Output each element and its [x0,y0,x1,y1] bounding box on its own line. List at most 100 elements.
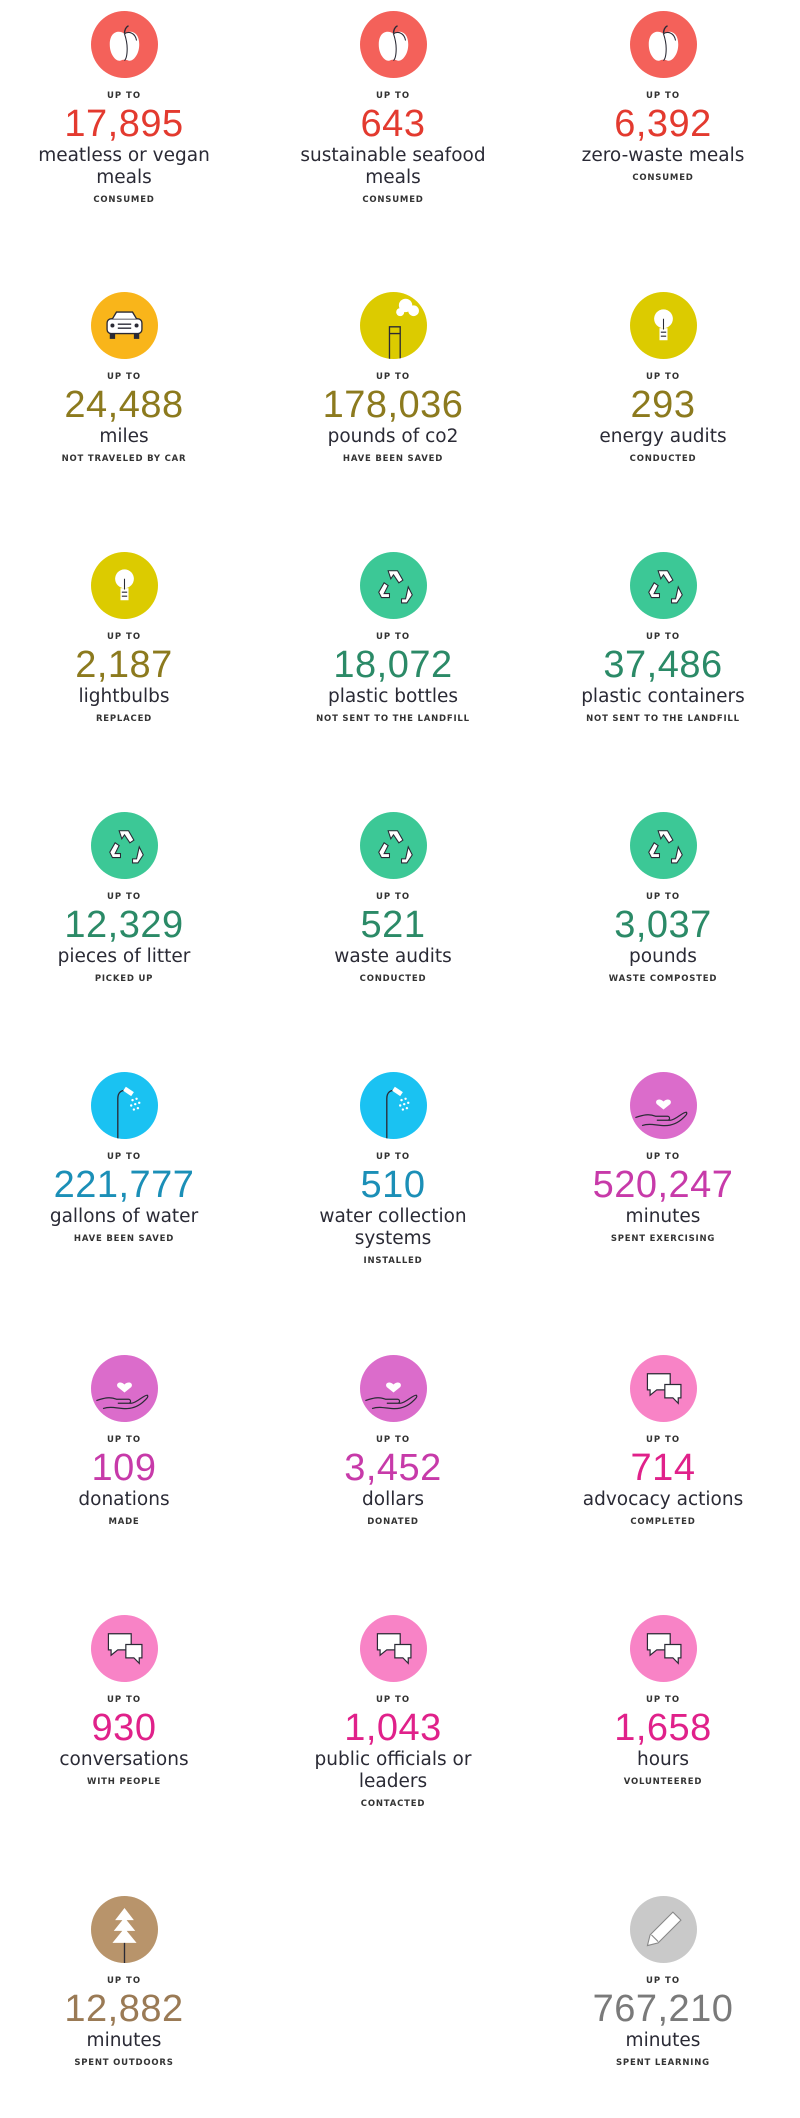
stat-label: sustainable seafood meals [300,145,486,188]
stat-item: UP TO 714 advocacy actions COMPLETED [538,1355,788,1527]
prefix: UP TO [645,91,681,101]
stat-icon [629,1355,697,1422]
prefix: UP TO [375,1152,411,1162]
stat-number: 12,882 [64,1988,184,2030]
stat-label: plastic bottles [327,686,459,707]
stat-note: INSTALLED [363,1256,423,1266]
stat-item: UP TO 178,036 pounds of co2 HAVE BEEN SAVED [268,292,518,464]
stat-icon [359,1072,427,1139]
stat-item: UP TO 520,247 minutes SPENT EXERCISING [538,1072,788,1244]
prefix: UP TO [645,632,681,642]
prefix: UP TO [645,1435,681,1445]
stat-icon [90,11,158,78]
stat-item: UP TO 221,777 gallons of water HAVE BEEN SA… [0,1072,249,1244]
stat-icon [90,552,158,619]
stat-item: UP TO 12,882 minutes SPENT OUTDOORS [0,1896,249,2068]
stat-label: miles [99,426,149,447]
stat-item: UP TO 109 donations MADE [0,1355,249,1527]
prefix: UP TO [106,1976,142,1986]
stat-note: REPLACED [95,714,153,724]
prefix: UP TO [645,372,681,382]
stat-note: WITH PEOPLE [87,1777,161,1787]
stat-item: UP TO 521 waste audits CONDUCTED [268,812,518,984]
prefix: UP TO [106,1695,142,1705]
stat-note: COMPLETED [630,1517,696,1527]
stat-number: 2,187 [75,644,173,686]
stat-number: 643 [360,103,426,145]
stat-number: 1,043 [344,1707,442,1749]
stat-number: 24,488 [64,384,184,426]
stat-note: SPENT OUTDOORS [74,2058,174,2068]
stat-note: VOLUNTEERED [623,1777,703,1787]
stat-note: CONSUMED [93,195,155,205]
prefix: UP TO [645,1976,681,1986]
prefix: UP TO [375,632,411,642]
stat-item: UP TO 6,392 zero-waste meals CONSUMED [538,11,788,183]
stat-item: UP TO 2,187 lightbulbs REPLACED [0,552,249,724]
stat-label: lightbulbs [78,686,170,707]
stat-icon [359,1615,427,1682]
stat-number: 178,036 [322,384,464,426]
prefix: UP TO [106,1152,142,1162]
stat-icon [629,552,697,619]
stat-item: UP TO 24,488 miles NOT TRAVELED BY CAR [0,292,249,464]
stat-item: UP TO 3,037 pounds WASTE COMPOSTED [538,812,788,984]
stat-label: minutes [86,2030,162,2051]
stat-number: 293 [630,384,696,426]
stat-label: energy audits [599,426,727,447]
stat-number: 6,392 [614,103,712,145]
stat-note: CONTACTED [360,1799,426,1809]
stat-label: water collection systems [319,1206,467,1249]
stat-icon [359,812,427,879]
stat-number: 930 [91,1707,157,1749]
stat-icon [629,1072,697,1139]
prefix: UP TO [645,1152,681,1162]
stat-number: 520,247 [592,1164,734,1206]
stat-icon [90,1355,158,1422]
stat-note: CONSUMED [632,173,694,183]
stat-number: 3,452 [344,1447,442,1489]
prefix: UP TO [375,1695,411,1705]
prefix: UP TO [375,372,411,382]
prefix: UP TO [645,892,681,902]
stat-label: public officials or leaders [314,1749,472,1792]
prefix: UP TO [106,372,142,382]
stat-item: UP TO 293 energy audits CONDUCTED [538,292,788,464]
stat-item: UP TO 37,486 plastic containers NOT SENT TO… [538,552,788,724]
stat-note: NOT SENT TO THE LANDFILL [586,714,740,724]
stat-label: donations [78,1489,170,1510]
prefix: UP TO [645,1695,681,1705]
prefix: UP TO [375,91,411,101]
stat-number: 714 [630,1447,696,1489]
stat-label: dollars [362,1489,424,1510]
prefix: UP TO [375,1435,411,1445]
stat-icon [629,1615,697,1682]
stat-icon [629,812,697,879]
prefix: UP TO [375,892,411,902]
stat-icon [359,1355,427,1422]
stat-item: UP TO 510 water collection systems INSTALLE… [268,1072,518,1266]
stat-note: HAVE BEEN SAVED [342,454,444,464]
stat-note: SPENT EXERCISING [610,1234,716,1244]
stat-label: plastic containers [581,686,745,707]
prefix: UP TO [106,632,142,642]
stat-label: gallons of water [49,1206,199,1227]
stat-note: WASTE COMPOSTED [608,974,718,984]
stat-label: advocacy actions [582,1489,744,1510]
stat-label: waste audits [334,946,452,967]
stat-note: SPENT LEARNING [616,2058,710,2068]
prefix: UP TO [106,91,142,101]
stat-note: CONSUMED [362,195,424,205]
stat-number: 109 [91,1447,157,1489]
stat-label: meatless or vegan meals [38,145,210,188]
stat-note: MADE [108,1517,140,1527]
stat-note: HAVE BEEN SAVED [73,1234,175,1244]
stat-note: CONDUCTED [629,454,697,464]
stat-icon [90,1072,158,1139]
stat-icon [629,1896,697,1963]
stat-item: UP TO 3,452 dollars DONATED [268,1355,518,1527]
stat-item: UP TO 643 sustainable seafood meals CONSUME… [268,11,518,205]
stat-icon [629,11,697,78]
stat-icon [90,292,158,359]
stat-item: UP TO 17,895 meatless or vegan meals CONSUM… [0,11,249,205]
